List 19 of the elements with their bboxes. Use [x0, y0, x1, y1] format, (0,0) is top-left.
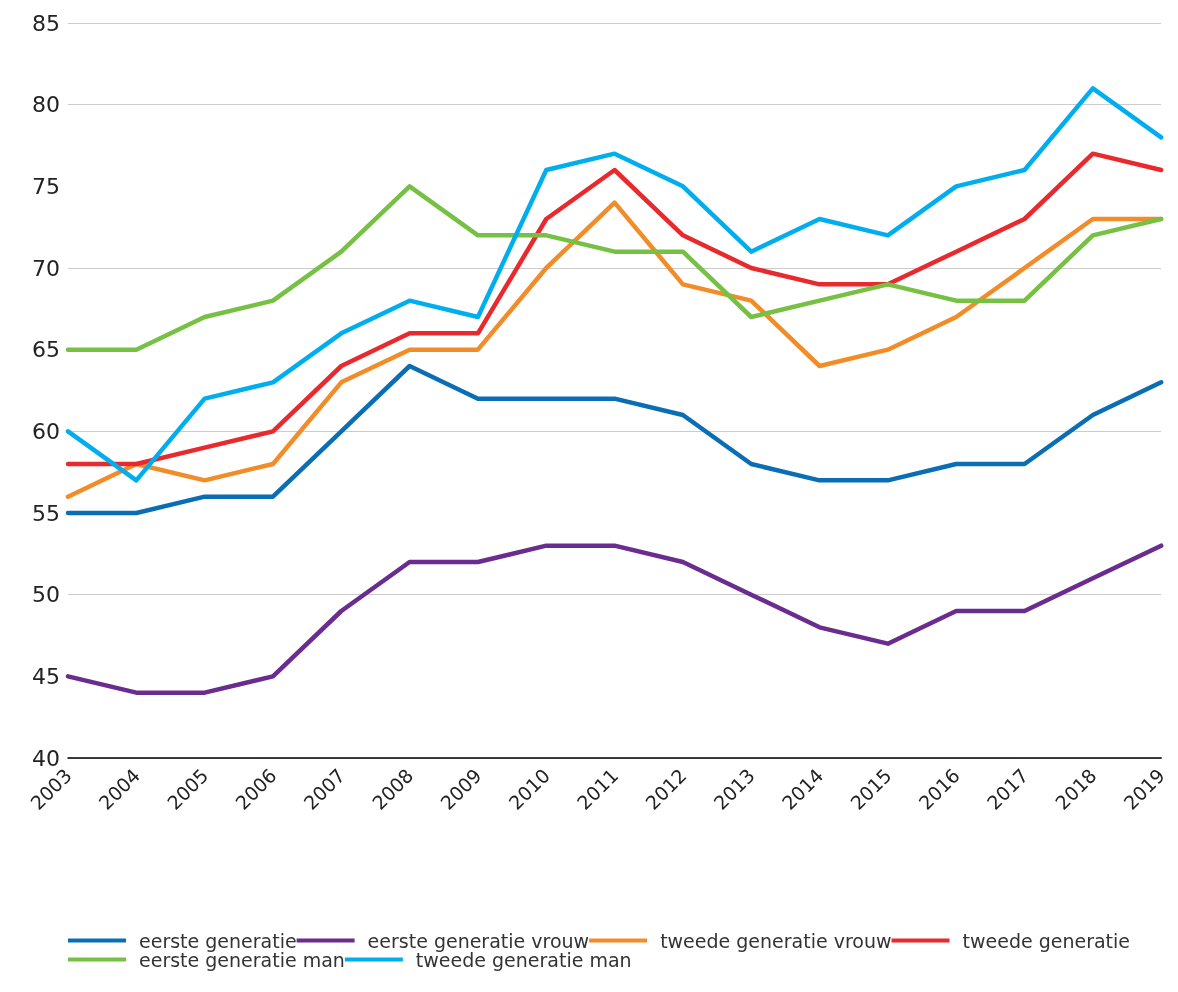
y-tick-label: 70: [32, 255, 60, 281]
line-series: [65, 543, 1164, 695]
y-tick-label: 85: [32, 10, 60, 36]
y-tick-label: 65: [32, 337, 60, 363]
y-tick-label: 80: [32, 92, 60, 118]
y-tick-label: 50: [32, 582, 60, 608]
line-series: [65, 184, 1164, 352]
legend-label: eerste generatie vrouw: [367, 929, 590, 952]
y-tick-label: 55: [32, 500, 60, 526]
y-tick-label: 40: [32, 745, 60, 771]
legend-label: tweede generatie vrouw: [660, 929, 892, 952]
legend-label: eerste generatie: [139, 929, 297, 952]
y-tick-label: 45: [32, 663, 60, 689]
line-series: [65, 86, 1164, 483]
legend-label: tweede generatie: [962, 929, 1131, 952]
line-series: [65, 151, 1164, 467]
line-series: [65, 363, 1164, 516]
y-tick-label: 60: [32, 418, 60, 444]
y-tick-label: 75: [32, 173, 60, 199]
